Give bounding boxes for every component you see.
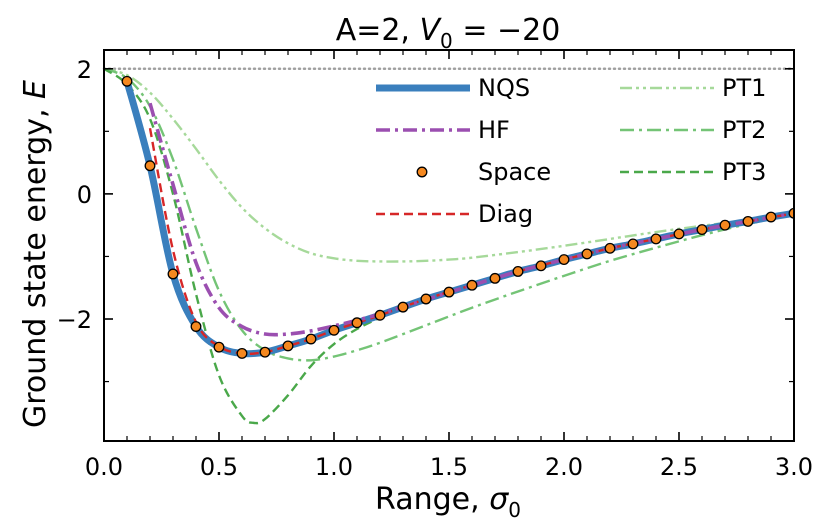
x-tick-label: 1.5 xyxy=(430,453,468,481)
series-layer xyxy=(104,67,794,425)
legend-label-space: Space xyxy=(478,158,551,186)
x-tick-label: 2.0 xyxy=(545,453,583,481)
legend-label-nqs: NQS xyxy=(478,74,530,102)
x-tick-label: 0.5 xyxy=(200,453,238,481)
space-marker-20 xyxy=(581,248,593,260)
x-tick-label: 0.0 xyxy=(85,453,123,481)
legend-entry-hf: HF xyxy=(376,116,510,144)
space-marker-26 xyxy=(719,219,731,231)
space-marker-28 xyxy=(765,211,777,223)
space-marker-6 xyxy=(259,346,271,358)
legend-entry-pt1: PT1 xyxy=(620,74,766,102)
x-axis-label: Range, σ0 xyxy=(375,482,521,522)
space-marker-22 xyxy=(627,238,639,250)
legend: NQS HF Space Diag PT1 PT2 PT3 xyxy=(376,74,766,228)
legend-entry-pt2: PT2 xyxy=(620,116,766,144)
legend-label-diag: Diag xyxy=(478,200,533,228)
space-marker-3 xyxy=(190,321,202,332)
ticks-layer: 0.0 0.5 1.0 1.5 2.0 2.5 3.0 2 0 −2 xyxy=(57,50,813,481)
chart-title: A=2, V0 = −20 xyxy=(336,13,561,53)
y-tick-label: 0 xyxy=(77,181,92,209)
space-marker-23 xyxy=(650,233,662,245)
space-marker-1 xyxy=(144,160,156,172)
space-marker-17 xyxy=(512,266,524,277)
y-tick-label: −2 xyxy=(57,306,92,334)
space-marker-11 xyxy=(374,309,386,321)
x-tick-label: 2.5 xyxy=(660,453,698,481)
space-marker-24 xyxy=(673,228,685,240)
space-marker-18 xyxy=(535,260,547,272)
legend-entry-space: Space xyxy=(416,158,551,186)
legend-entry-diag: Diag xyxy=(376,200,533,228)
legend-label-pt2: PT2 xyxy=(722,116,766,144)
space-marker-13 xyxy=(420,293,432,305)
series-line-pt3 xyxy=(104,67,794,425)
space-marker-29 xyxy=(788,207,794,219)
y-tick-label: 2 xyxy=(77,56,92,84)
space-marker-27 xyxy=(742,215,754,227)
series-line-hf xyxy=(148,102,794,337)
y-axis-label: Ground state energy, E xyxy=(18,80,53,428)
space-marker-8 xyxy=(305,333,317,345)
x-tick-label: 1.0 xyxy=(315,453,353,481)
legend-entry-pt3: PT3 xyxy=(620,158,766,186)
plot-frame xyxy=(103,49,795,442)
space-marker-0 xyxy=(121,75,133,87)
space-marker-15 xyxy=(466,279,478,291)
space-marker-21 xyxy=(604,242,616,254)
space-marker-9 xyxy=(328,324,340,336)
space-marker-7 xyxy=(282,340,294,352)
space-marker-16 xyxy=(489,272,501,284)
space-marker-4 xyxy=(213,341,225,353)
legend-marker-space xyxy=(416,166,428,178)
space-marker-5 xyxy=(236,347,248,359)
series-line-diag xyxy=(148,127,794,355)
space-marker-25 xyxy=(696,224,708,235)
space-marker-2 xyxy=(167,268,179,280)
space-marker-14 xyxy=(443,286,455,298)
series-line-pt2 xyxy=(104,67,794,362)
space-marker-12 xyxy=(397,301,409,313)
series-line-pt1 xyxy=(104,67,794,263)
space-marker-19 xyxy=(558,254,570,266)
space-marker-10 xyxy=(351,317,363,329)
legend-entry-nqs: NQS xyxy=(376,74,530,102)
x-tick-label: 3.0 xyxy=(775,453,813,481)
legend-label-pt1: PT1 xyxy=(722,74,766,102)
legend-label-pt3: PT3 xyxy=(722,158,766,186)
legend-label-hf: HF xyxy=(478,116,510,144)
